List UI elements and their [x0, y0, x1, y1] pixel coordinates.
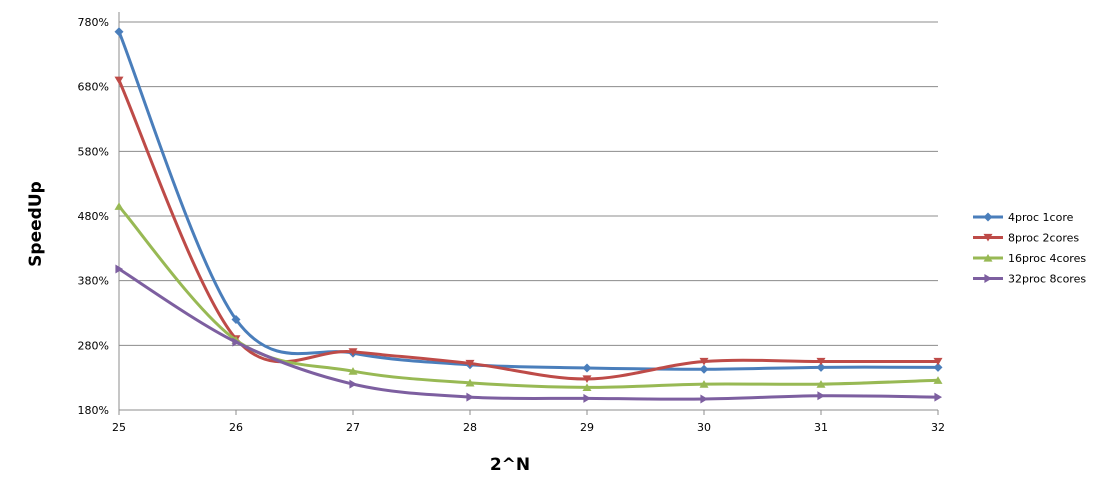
- y-tick-label: 280%: [78, 339, 109, 352]
- x-tick-label: 28: [463, 421, 477, 434]
- data-point: [114, 76, 124, 85]
- x-axis-title: 2^N: [490, 455, 530, 475]
- data-point: [466, 392, 475, 402]
- legend-label: 8proc 2cores: [1008, 232, 1079, 245]
- x-tick-label: 32: [931, 421, 945, 434]
- legend-item: 32proc 8cores: [973, 273, 1086, 286]
- series-line: [117, 267, 940, 401]
- y-tick-label: 380%: [78, 275, 109, 288]
- y-tick-label: 180%: [78, 404, 109, 417]
- series-group: [114, 27, 943, 404]
- x-tick-label: 27: [346, 421, 360, 434]
- data-point: [114, 202, 124, 210]
- data-point: [114, 27, 124, 37]
- legend-label: 4proc 1core: [1008, 211, 1074, 224]
- data-point: [816, 362, 826, 372]
- data-point: [232, 337, 241, 347]
- data-point: [933, 357, 943, 366]
- gridlines: [119, 21, 938, 411]
- series-4: [115, 264, 943, 404]
- legend-swatch-marker: [983, 212, 993, 222]
- data-point: [816, 380, 826, 388]
- legend-swatch-marker: [983, 253, 993, 262]
- series-1: [114, 27, 943, 374]
- legend-item: 8proc 2cores: [973, 232, 1079, 245]
- series-line: [117, 78, 940, 381]
- legend-item: 4proc 1core: [973, 211, 1074, 224]
- x-tick-label: 26: [229, 421, 243, 434]
- x-tick-label: 31: [814, 421, 828, 434]
- data-point: [816, 357, 826, 366]
- legend-swatch-marker: [983, 233, 993, 242]
- data-point: [115, 264, 124, 274]
- y-tick-label: 580%: [78, 145, 109, 158]
- data-point: [231, 314, 241, 324]
- y-tick-label: 780%: [78, 16, 109, 29]
- series-line: [117, 30, 940, 371]
- legend-label: 32proc 8cores: [1008, 273, 1086, 286]
- y-tick-labels: 180% 280% 380% 480% 580% 680% 780%: [78, 16, 109, 417]
- data-point: [348, 348, 358, 356]
- data-point: [348, 367, 358, 375]
- data-point: [699, 380, 709, 388]
- data-point: [933, 376, 943, 384]
- series-2: [114, 76, 943, 384]
- data-point: [934, 392, 943, 402]
- data-point: [582, 383, 592, 391]
- axes: [118, 12, 938, 411]
- data-point: [933, 362, 943, 372]
- legend-label: 16proc 4cores: [1008, 252, 1086, 265]
- x-tick-label: 25: [112, 421, 126, 434]
- x-tick-labels: 25 26 27 28 29 30 31 32: [112, 410, 945, 434]
- x-tick-label: 29: [580, 421, 594, 434]
- data-point: [465, 359, 475, 368]
- data-point: [582, 375, 592, 384]
- data-point: [349, 379, 358, 389]
- data-point: [583, 393, 592, 403]
- legend-swatch-marker: [984, 274, 993, 283]
- legend-item: 16proc 4cores: [973, 252, 1086, 265]
- y-tick-label: 480%: [78, 210, 109, 223]
- data-point: [699, 357, 709, 366]
- y-tick-label: 680%: [78, 81, 109, 94]
- data-point: [817, 391, 826, 401]
- data-point: [465, 378, 475, 387]
- y-axis-title: SpeedUp: [26, 181, 46, 267]
- data-point: [582, 363, 592, 373]
- data-point: [699, 364, 709, 374]
- legend: 4proc 1core 8proc 2cores 16proc 4cores 32pr…: [973, 211, 1086, 286]
- data-point: [700, 394, 709, 404]
- x-tick-label: 30: [697, 421, 711, 434]
